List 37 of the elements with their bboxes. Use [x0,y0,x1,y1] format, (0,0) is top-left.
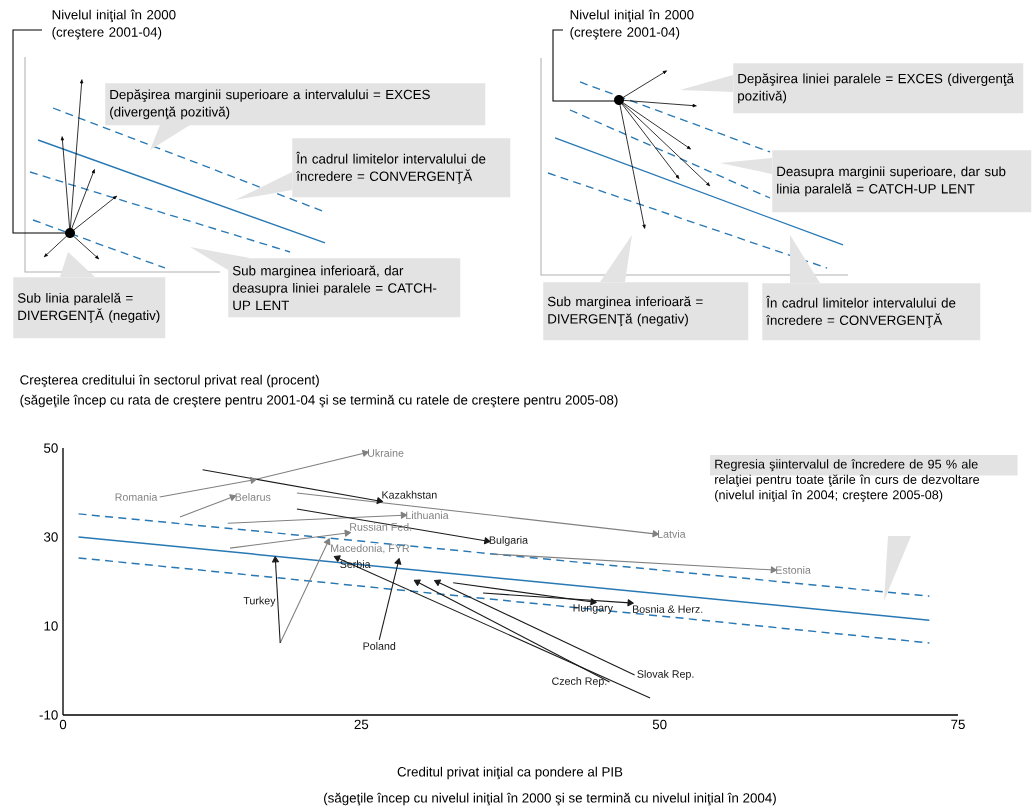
series-label: Turkey [243,596,276,607]
text: Depăşirea marginii superioare a intervalului = EXCES (divergenţă pozitivă) [110,89,430,120]
text: În cadrul limitelor intervalului de încredere = CONVERGENŢĂ [765,295,956,328]
text: Depăşirea liniei paralele = EXCES (divergenţă pozitivă) [738,73,1015,104]
x-axis-title: Creditul privat iniţial ca pondere al PIB [397,766,623,780]
x-tick-label: 0 [59,719,67,730]
text: În cadrul limitelor intervalului de încredere = CONVERGENŢĂ [295,151,486,184]
x-tick-label: 75 [951,719,965,730]
series-label: Belarus [235,493,271,501]
text: Sub marginea inferioară, dar deasupra liniei paralele = CATCH-UP LENT [232,265,437,311]
text: (săgeţile încep cu nivelul iniţial în 2000 şi se termină cu nivelul iniţial în 2004) [324,792,776,806]
series-label: Ukraine [368,448,404,457]
text: Deasupra marginii superioare, dar sub linia paralelă = CATCH-UP LENT [777,166,1006,197]
series-label: Czech Rep. [552,677,607,688]
annotation: Regresia şiintervalul de încredere de 95 % ale relaţiei pentru toate ţările în curs de dezvoltare (nivelul iniţial în 2004; creştere 2005-08) [715,459,980,502]
text: Sub linia paralelă = DIVERGENŢĂ (negativ) [17,292,160,323]
series-label: Bulgaria [489,536,529,546]
chart-title: Creşterea creditului în sectorul privat real (procent) [20,374,319,388]
y-tick-label: 50 [44,443,58,453]
series-label: Latvia [658,529,686,538]
x-tick-label: 25 [354,719,369,730]
series-label: Kazakhstan [382,490,437,499]
series-label: Estonia [776,566,811,574]
x-tick-label: 50 [652,719,667,730]
text: Nivelul iniţial în 2000 (creştere 2001-04) [570,9,694,40]
y-tick-label: 10 [44,621,58,631]
chart-subtitle: (săgeţile încep cu rata de creştere pentru 2001-04 şi se termină cu ratele de creştere pentru 2005-08) [20,394,618,408]
y-tick-label: 30 [43,532,58,542]
series-label: Romania [115,493,158,501]
series-label: Lithuania [406,511,449,520]
series-label: Slovak Rep. [637,669,694,680]
series-label: Bosnia & Herz. [632,605,703,613]
y-tick-label: -10 [39,710,58,720]
text: Sub marginea inferioară = DIVERGENŢă (negativ) [547,296,703,327]
text: Nivelul iniţial în 2000 (creştere 2001-04) [52,9,176,40]
series-label: Poland [363,642,396,650]
series-label: Macedonia, FYR [331,544,410,554]
